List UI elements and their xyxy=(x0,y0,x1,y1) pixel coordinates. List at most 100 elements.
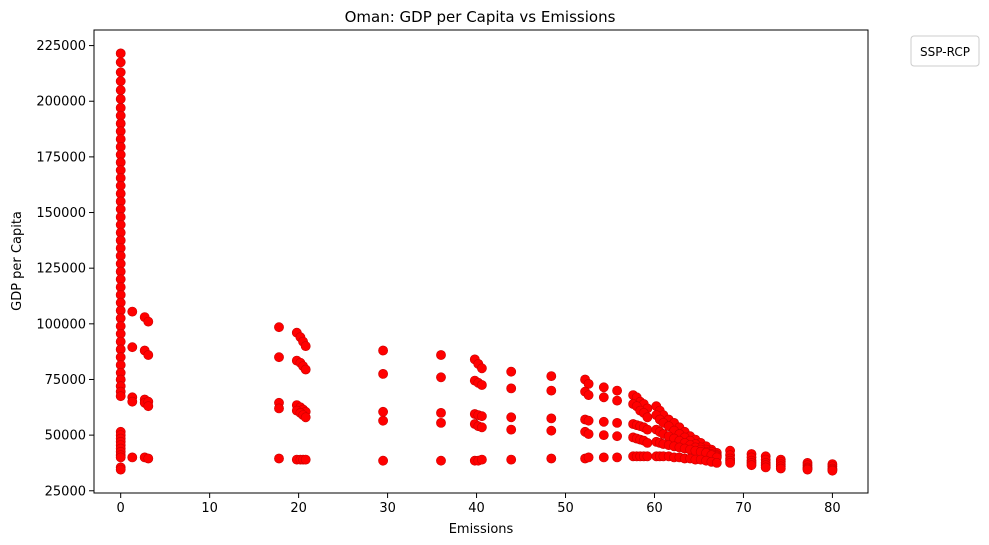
x-axis: 0 10 20 30 40 50 60 70 80 xyxy=(117,493,841,516)
data-point xyxy=(143,316,154,327)
data-point xyxy=(612,417,622,428)
data-point xyxy=(802,464,813,475)
x-tick-label: 60 xyxy=(646,501,663,516)
legend-title: SSP-RCP xyxy=(920,45,970,59)
data-point xyxy=(378,415,388,426)
x-tick-label: 50 xyxy=(557,501,574,516)
data-point xyxy=(436,455,446,466)
data-point xyxy=(642,412,653,423)
data-point xyxy=(127,342,138,353)
legend-box xyxy=(910,35,980,67)
data-point xyxy=(642,437,653,448)
data-point xyxy=(476,380,487,390)
data-point xyxy=(506,412,517,423)
plot-area-frame xyxy=(93,29,869,494)
y-tick-label: 225000 xyxy=(36,39,86,54)
data-point xyxy=(506,424,517,435)
data-point xyxy=(115,57,126,68)
data-point xyxy=(506,454,517,465)
y-tick-label: 100000 xyxy=(36,317,86,332)
chart-title: Oman: GDP per Capita vs Emissions xyxy=(345,8,616,26)
data-point xyxy=(760,462,771,473)
data-point xyxy=(612,385,622,396)
data-point xyxy=(143,401,154,412)
x-tick-label: 10 xyxy=(201,501,218,516)
data-point xyxy=(127,396,138,407)
data-point xyxy=(642,451,653,462)
data-point xyxy=(274,453,284,464)
data-point xyxy=(598,452,609,463)
y-tick-label: 25000 xyxy=(45,484,86,499)
data-point xyxy=(436,350,446,360)
data-point xyxy=(300,341,311,351)
data-point xyxy=(506,383,517,394)
data-point xyxy=(115,464,126,475)
data-point xyxy=(378,455,388,466)
data-point xyxy=(506,366,517,377)
data-point xyxy=(612,395,622,406)
points-layer xyxy=(115,48,838,476)
data-point xyxy=(583,390,594,400)
data-point xyxy=(300,364,311,375)
data-point xyxy=(598,392,609,403)
data-point xyxy=(546,453,557,464)
data-point xyxy=(476,454,487,465)
data-point xyxy=(612,452,622,463)
data-point xyxy=(476,411,487,422)
data-point xyxy=(378,406,388,417)
data-point xyxy=(598,416,609,427)
data-point xyxy=(612,431,622,442)
data-point xyxy=(127,306,138,317)
data-point xyxy=(827,465,838,476)
data-point xyxy=(436,407,446,418)
x-tick-label: 30 xyxy=(379,501,396,516)
data-point xyxy=(642,424,653,435)
data-point xyxy=(378,368,388,379)
y-axis-label: GDP per Capita xyxy=(10,211,25,311)
data-point xyxy=(300,412,311,423)
x-axis-label: Emissions xyxy=(449,522,514,537)
data-point xyxy=(300,454,311,465)
data-point xyxy=(436,372,446,383)
data-point xyxy=(436,417,446,428)
data-point xyxy=(115,452,126,463)
data-point xyxy=(711,457,722,468)
data-point xyxy=(476,363,487,374)
y-tick-label: 200000 xyxy=(36,95,86,110)
data-point xyxy=(127,452,138,463)
data-point xyxy=(143,453,154,464)
y-tick-label: 175000 xyxy=(36,150,86,165)
data-point xyxy=(583,452,594,463)
x-tick-label: 80 xyxy=(824,501,841,516)
data-point xyxy=(583,415,594,426)
data-point xyxy=(476,422,487,433)
data-point xyxy=(115,391,126,402)
data-point xyxy=(115,76,126,87)
y-tick-label: 150000 xyxy=(36,206,86,221)
y-axis: 25000 50000 75000 100000 125000 150000 175000 2… xyxy=(36,39,94,499)
data-point xyxy=(725,457,735,468)
data-point xyxy=(546,385,557,396)
data-point xyxy=(546,371,557,381)
data-point xyxy=(115,94,126,104)
data-point xyxy=(546,413,557,424)
y-tick-label: 50000 xyxy=(45,429,86,444)
data-point xyxy=(598,382,609,393)
y-tick-label: 75000 xyxy=(45,373,86,388)
data-point xyxy=(583,429,594,439)
data-point xyxy=(274,352,284,363)
data-point xyxy=(274,322,284,333)
data-point xyxy=(115,48,126,59)
data-point xyxy=(746,460,757,471)
x-tick-label: 40 xyxy=(468,501,485,516)
x-tick-label: 70 xyxy=(735,501,752,516)
x-tick-label: 0 xyxy=(117,501,125,516)
data-point xyxy=(378,345,388,356)
data-point xyxy=(775,463,786,474)
data-point xyxy=(143,350,154,360)
data-point xyxy=(598,430,609,440)
y-tick-label: 125000 xyxy=(36,262,86,277)
data-point xyxy=(274,403,284,414)
x-tick-label: 20 xyxy=(290,501,307,516)
